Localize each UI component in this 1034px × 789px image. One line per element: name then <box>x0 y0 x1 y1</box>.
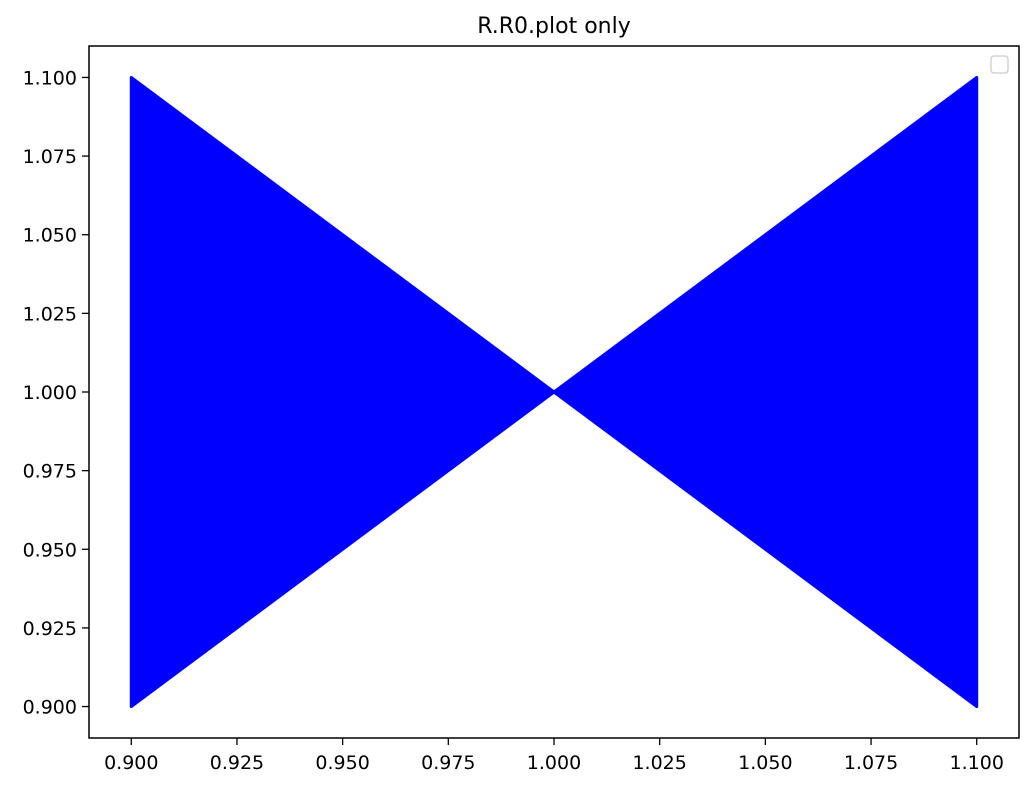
x-tick-label: 1.000 <box>527 752 581 774</box>
y-tick-label: 1.100 <box>23 67 77 89</box>
y-axis: 0.900 0.925 0.950 0.975 1.000 1.025 1.050 1.075… <box>23 67 89 719</box>
filled-region-2 <box>552 75 979 709</box>
x-tick-label: 0.925 <box>210 752 264 774</box>
legend <box>990 55 1009 74</box>
x-tick-label: 1.025 <box>632 752 686 774</box>
y-tick-label: 1.025 <box>23 303 77 325</box>
x-tick-label: 1.075 <box>844 752 898 774</box>
legend-box <box>990 55 1009 74</box>
x-tick-label: 0.975 <box>421 752 475 774</box>
chart-title: R.R0.plot only <box>477 14 630 39</box>
plot-area <box>129 75 979 709</box>
axes-frame <box>88 45 1020 739</box>
y-tick-label: 0.950 <box>23 539 77 561</box>
x-tick-label: 1.050 <box>738 752 792 774</box>
filled-region-1 <box>129 75 556 709</box>
y-tick-label: 0.925 <box>23 618 77 640</box>
y-tick-label: 1.050 <box>23 225 77 247</box>
y-tick-label: 0.975 <box>23 461 77 483</box>
y-tick-label: 0.900 <box>23 697 77 719</box>
y-tick-label: 1.000 <box>23 382 77 404</box>
x-axis: 0.900 0.925 0.950 0.975 1.000 1.025 1.050 1.075… <box>104 738 1004 774</box>
x-tick-label: 0.950 <box>315 752 369 774</box>
y-tick-label: 1.075 <box>23 146 77 168</box>
x-tick-label: 1.100 <box>950 752 1004 774</box>
x-tick-label: 0.900 <box>104 752 158 774</box>
